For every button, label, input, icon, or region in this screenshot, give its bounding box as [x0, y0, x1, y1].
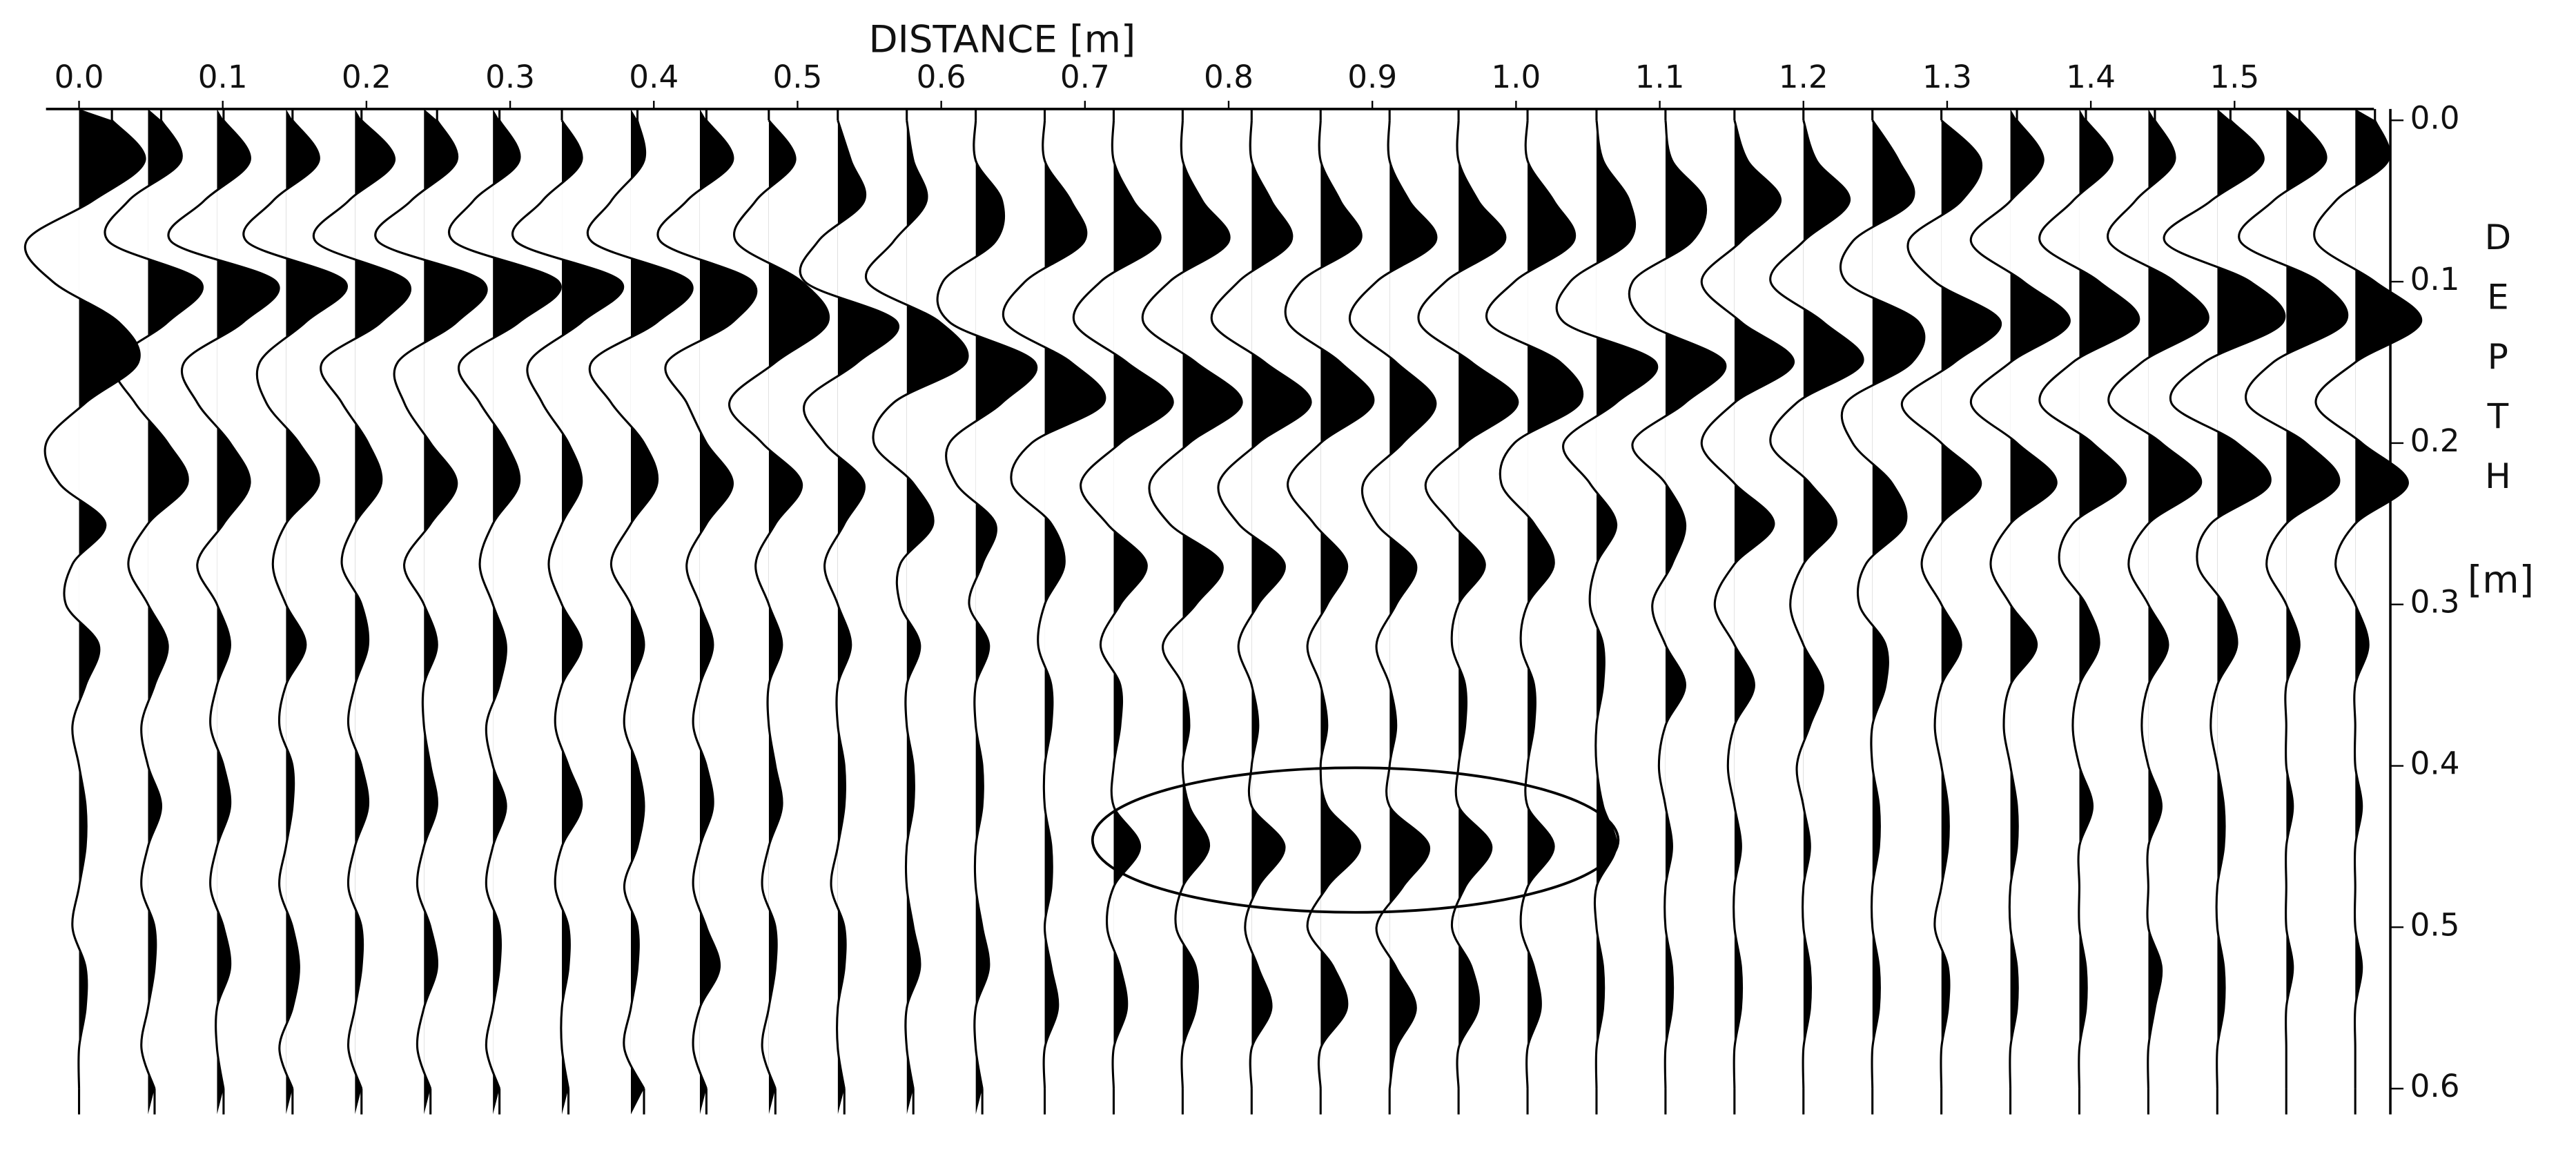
- trace: [1417, 120, 1519, 1089]
- trace: [1072, 120, 1174, 1089]
- trace: [1210, 120, 1312, 1089]
- trace-positive-fill: [837, 108, 899, 1115]
- x-tick-label: 1.1: [1635, 59, 1685, 95]
- trace-positive-fill: [1389, 160, 1436, 1089]
- x-tick-label: 0.8: [1204, 59, 1253, 95]
- traces: [23, 108, 2423, 1115]
- trace-positive-fill: [699, 108, 757, 1115]
- x-tick-label: 0.0: [55, 59, 104, 95]
- trace-positive-fill: [2217, 108, 2285, 1115]
- trace: [1700, 119, 1795, 1089]
- trace: [1555, 120, 1659, 1089]
- y-axis-title: DEPTH: [2478, 217, 2518, 516]
- trace-positive-fill: [286, 108, 347, 1115]
- trace-positive-fill: [2148, 108, 2209, 1048]
- trace: [1284, 120, 1375, 1089]
- trace-positive-fill: [1458, 108, 1518, 1115]
- x-tick-label: 0.6: [917, 59, 966, 95]
- trace: [586, 119, 694, 1089]
- trace-positive-fill: [1734, 120, 1794, 1048]
- trace-positive-fill: [355, 108, 411, 1115]
- x-tick-label: 1.5: [2209, 59, 2259, 95]
- trace: [799, 119, 899, 1089]
- trace: [936, 120, 1038, 1089]
- trace: [864, 120, 969, 1089]
- y-tick-label: 0.3: [2410, 584, 2460, 621]
- x-axis-title: DISTANCE [m]: [868, 17, 1135, 61]
- trace-positive-fill: [975, 160, 1037, 1115]
- trace: [1969, 119, 2071, 1089]
- trace-positive-fill: [493, 108, 561, 1115]
- trace-positive-fill: [906, 120, 968, 1115]
- trace-positive-fill: [79, 108, 145, 1048]
- x-tick-label: 0.9: [1347, 59, 1397, 95]
- highlight-ellipse: [1091, 766, 1620, 914]
- trace-positive-fill: [1251, 160, 1311, 1048]
- trace-positive-fill: [1872, 120, 1924, 1048]
- x-tick-label: 0.7: [1060, 59, 1110, 95]
- x-tick-label: 1.2: [1779, 59, 1828, 95]
- trace-positive-fill: [1528, 108, 1583, 1115]
- y-tick-label: 0.0: [2410, 99, 2460, 136]
- trace: [511, 119, 625, 1089]
- trace-positive-fill: [2355, 108, 2421, 1115]
- trace: [104, 119, 204, 1089]
- trace-positive-fill: [424, 108, 487, 1115]
- trace-positive-fill: [1320, 160, 1374, 1048]
- x-tick-label: 0.1: [198, 59, 248, 95]
- trace-positive-fill: [768, 108, 829, 1115]
- x-tick-label: 0.5: [772, 59, 822, 95]
- trace-positive-fill: [1665, 108, 1726, 1115]
- trace-positive-fill: [630, 108, 693, 1115]
- x-tick-label: 1.3: [1922, 59, 1972, 95]
- trace: [23, 119, 146, 1089]
- trace: [242, 119, 348, 1089]
- trace-positive-fill: [1803, 108, 1863, 1115]
- trace: [656, 119, 758, 1089]
- trace-positive-fill: [2079, 108, 2139, 1115]
- trace: [1769, 119, 1864, 1089]
- y-tick-label: 0.4: [2410, 745, 2460, 782]
- trace-positive-fill: [1182, 108, 1242, 1115]
- trace: [447, 119, 562, 1089]
- trace: [312, 119, 412, 1089]
- y-axis-unit: [m]: [2468, 558, 2534, 602]
- trace: [1900, 119, 2002, 1089]
- trace-positive-fill: [148, 108, 203, 1115]
- trace: [2038, 119, 2140, 1089]
- trace-positive-fill: [217, 108, 280, 1115]
- x-tick-label: 1.0: [1491, 59, 1541, 95]
- trace-positive-fill: [1044, 108, 1105, 1115]
- y-tick-label: 0.2: [2410, 422, 2460, 459]
- trace: [2238, 119, 2349, 1089]
- x-tick-label: 1.4: [2066, 59, 2116, 95]
- trace: [1141, 120, 1243, 1089]
- x-tick-label: 0.2: [342, 59, 391, 95]
- x-tick-label: 0.4: [629, 59, 679, 95]
- trace: [728, 119, 830, 1089]
- trace: [1628, 120, 1727, 1089]
- trace: [167, 119, 280, 1089]
- y-tick-label: 0.5: [2410, 906, 2460, 943]
- trace-positive-fill: [2286, 108, 2348, 1008]
- trace-positive-fill: [1941, 108, 2001, 1115]
- trace: [1348, 120, 1438, 1089]
- trace: [2107, 119, 2209, 1089]
- trace-positive-fill: [1113, 108, 1173, 1115]
- trace: [1002, 120, 1106, 1089]
- trace-positive-fill: [2010, 108, 2070, 1048]
- y-tick-label: 0.6: [2410, 1068, 2460, 1104]
- trace: [2163, 119, 2286, 1089]
- trace: [1485, 120, 1584, 1089]
- y-tick-label: 0.1: [2410, 261, 2460, 297]
- trace: [1839, 119, 1926, 1089]
- trace-positive-fill: [1596, 108, 1657, 1115]
- trace: [374, 119, 488, 1089]
- x-tick-label: 0.3: [485, 59, 535, 95]
- trace: [2313, 119, 2423, 1089]
